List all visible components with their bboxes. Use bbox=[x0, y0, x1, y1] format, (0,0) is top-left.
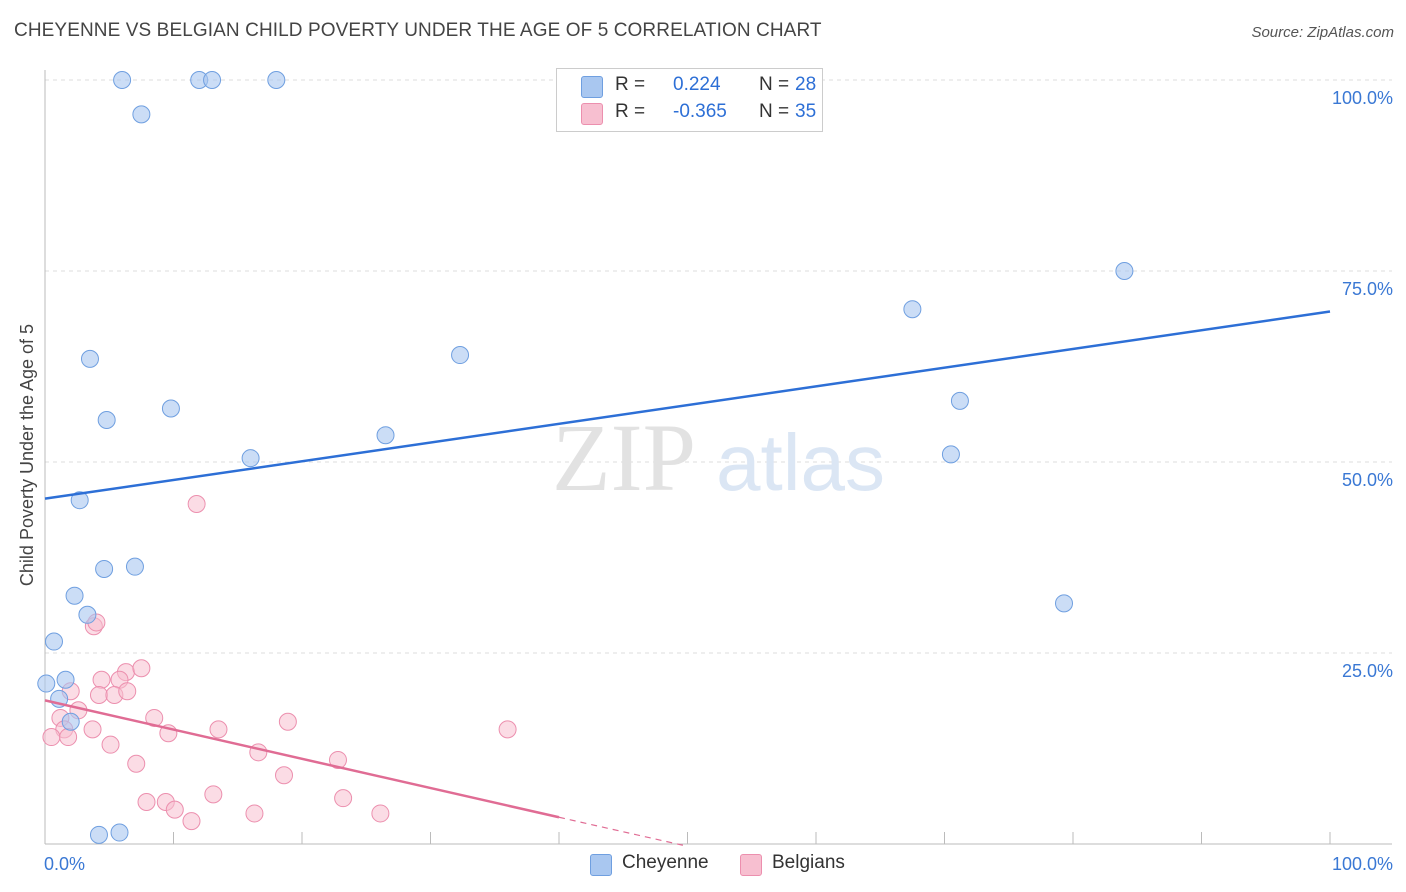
belgians-trend-line-extension bbox=[558, 816, 688, 847]
y-axis-label: Child Poverty Under the Age of 5 bbox=[17, 324, 37, 586]
belgians-point bbox=[275, 766, 294, 785]
legend-r-value: -0.365 bbox=[673, 101, 727, 122]
belgians-point bbox=[59, 728, 78, 747]
y-tick-label: 75.0% bbox=[1342, 279, 1393, 299]
belgians-point bbox=[498, 720, 517, 739]
cheyenne-point bbox=[80, 349, 99, 368]
belgians-point bbox=[204, 785, 223, 804]
legend-n-value: 28 bbox=[795, 74, 817, 95]
y-tick-label: 100.0% bbox=[1332, 88, 1393, 108]
belgians-point bbox=[118, 682, 137, 701]
axes bbox=[44, 70, 1392, 845]
cheyenne-point bbox=[61, 712, 80, 731]
bottom-legend-swatch-cheyenne bbox=[590, 854, 612, 876]
legend-r-label: R = bbox=[615, 101, 646, 122]
cheyenne-points bbox=[37, 71, 1134, 844]
cheyenne-point bbox=[161, 399, 180, 418]
belgians-point bbox=[182, 812, 201, 831]
y-tick-label: 25.0% bbox=[1342, 661, 1393, 681]
bottom-legend-label-cheyenne: Cheyenne bbox=[622, 852, 709, 873]
cheyenne-point bbox=[44, 632, 63, 651]
belgians-points bbox=[42, 495, 517, 831]
cheyenne-point bbox=[950, 391, 969, 410]
x-tick-label: 100.0% bbox=[1332, 854, 1393, 874]
grid-lines bbox=[45, 79, 1392, 654]
cheyenne-point bbox=[70, 491, 89, 510]
cheyenne-point bbox=[1115, 262, 1134, 280]
cheyenne-point bbox=[89, 825, 108, 844]
legend-n-value: 35 bbox=[795, 101, 817, 122]
belgians-point bbox=[132, 659, 151, 678]
belgians-point bbox=[334, 789, 353, 808]
trend-lines bbox=[44, 310, 1331, 847]
belgians-point bbox=[127, 754, 146, 773]
belgians-point bbox=[245, 804, 264, 823]
belgians-trend-line bbox=[44, 699, 560, 819]
cheyenne-point bbox=[1055, 594, 1074, 613]
cheyenne-point bbox=[941, 445, 960, 464]
belgians-point bbox=[92, 670, 111, 689]
tick-labels: 100.0% 75.0% 50.0% 25.0% 0.0% 100.0% bbox=[44, 88, 1393, 874]
cheyenne-point bbox=[56, 670, 75, 689]
belgians-point bbox=[209, 720, 228, 739]
belgians-point bbox=[89, 686, 108, 705]
belgians-point bbox=[83, 720, 102, 739]
belgians-point bbox=[137, 792, 156, 811]
belgians-point bbox=[165, 800, 184, 819]
belgians-point bbox=[42, 728, 61, 747]
legend-r-value: 0.224 bbox=[673, 74, 721, 95]
cheyenne-point bbox=[65, 586, 84, 605]
cheyenne-point bbox=[113, 71, 132, 89]
watermark-atlas: atlas bbox=[716, 418, 885, 507]
bottom-legend-label-belgians: Belgians bbox=[772, 852, 845, 873]
cheyenne-point bbox=[132, 105, 151, 124]
legend-box: R = 0.224 N = 28 R = -0.365 N = 35 bbox=[556, 68, 823, 132]
cheyenne-point bbox=[95, 559, 114, 578]
belgians-point bbox=[371, 804, 390, 823]
cheyenne-point bbox=[376, 426, 395, 445]
cheyenne-point bbox=[203, 71, 222, 89]
legend-swatch-cheyenne bbox=[581, 76, 603, 98]
belgians-point bbox=[278, 712, 297, 731]
cheyenne-point bbox=[903, 300, 922, 319]
cheyenne-point bbox=[110, 823, 129, 842]
belgians-point bbox=[187, 495, 206, 514]
legend-n-label: N = bbox=[759, 74, 790, 95]
belgians-point bbox=[101, 735, 120, 754]
legend-r-label: R = bbox=[615, 74, 646, 95]
y-tick-label: 50.0% bbox=[1342, 470, 1393, 490]
watermark: ZIP atlas bbox=[552, 404, 885, 511]
legend-n-label: N = bbox=[759, 101, 790, 122]
cheyenne-trend-line bbox=[44, 310, 1331, 500]
chart-source: Source: ZipAtlas.com bbox=[1251, 24, 1394, 41]
cheyenne-point bbox=[37, 674, 56, 693]
cheyenne-point bbox=[125, 557, 144, 576]
bottom-legend-swatch-belgians bbox=[740, 854, 762, 876]
x-tick-label: 0.0% bbox=[44, 854, 85, 874]
chart-title: CHEYENNE VS BELGIAN CHILD POVERTY UNDER … bbox=[14, 20, 822, 41]
legend-swatch-belgians bbox=[581, 103, 603, 125]
belgians-point bbox=[328, 750, 347, 769]
cheyenne-point bbox=[78, 605, 97, 624]
cheyenne-point bbox=[97, 410, 116, 429]
cheyenne-point bbox=[241, 449, 260, 468]
cheyenne-point bbox=[267, 71, 286, 89]
watermark-zip: ZIP bbox=[552, 404, 696, 511]
cheyenne-point bbox=[451, 346, 470, 365]
